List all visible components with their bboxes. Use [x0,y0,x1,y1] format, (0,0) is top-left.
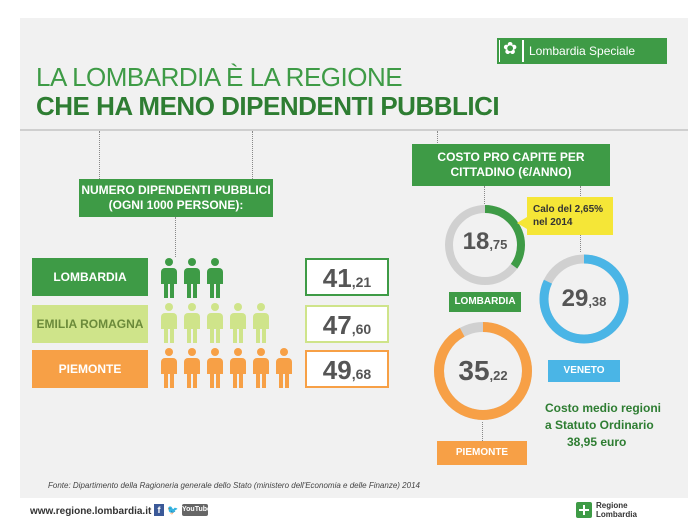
people-row-emilia-romagna [160,303,270,343]
social-links: f 🐦 YouTube [154,504,211,516]
facebook-icon[interactable]: f [154,504,164,516]
footer: www.regione.lombardia.it f 🐦 YouTube Reg… [0,498,700,527]
cross-icon [576,502,592,518]
connector-line [437,131,438,145]
value-piemonte: 49,68 [305,350,389,388]
people-row-piemonte [160,348,293,388]
youtube-icon[interactable]: YouTube [182,504,211,516]
person-icon [183,348,201,388]
employees-header: NUMERO DIPENDENTI PUBBLICI (OGNI 1000 PE… [79,179,273,217]
value-emilia-romagna: 47,60 [305,305,389,343]
regione-lombardia-logo: Regione Lombardia [576,501,637,519]
tag-piemonte: PIEMONTE [437,441,527,465]
connector-line [175,217,176,257]
site-url-link[interactable]: www.regione.lombardia.it [30,506,152,517]
divider [20,129,688,131]
person-icon [160,303,178,343]
average-amount: 38,95 euro [567,435,627,449]
person-icon [206,258,224,298]
person-icon [252,303,270,343]
tag-veneto: VENETO [548,360,620,382]
logo-line-2: Lombardia [596,510,637,519]
connector-line [484,186,485,204]
person-icon [160,348,178,388]
ring-veneto [539,254,629,344]
cost-header: COSTO PRO CAPITE PER CITTADINO (€/ANNO) [412,144,610,186]
cost-value-lombardia: 18,75 [462,228,508,255]
region-label-piemonte: PIEMONTE [32,350,148,388]
cost-value-piemonte: 35,22 [458,355,508,386]
ring-piemonte [434,322,532,420]
tag-lombardia: LOMBARDIA [449,292,521,312]
person-icon [183,258,201,298]
region-label-lombardia: LOMBARDIA [32,258,148,296]
cost-value-veneto: 29,38 [561,285,607,312]
source-note: Fonte: Dipartimento della Ragioneria gen… [48,481,420,490]
title-line-1: LA LOMBARDIA È LA REGIONE [36,62,403,92]
connector-line [482,422,483,441]
person-icon [275,348,293,388]
decrease-callout: Calo del 2,65% nel 2014 [517,197,613,235]
title-line-2: CHE HA MENO DIPENDENTI PUBBLICI [36,91,500,121]
people-row-lombardia [160,258,224,298]
person-icon [206,303,224,343]
person-icon [229,348,247,388]
twitter-icon[interactable]: 🐦 [167,505,179,515]
connector-line [99,131,100,179]
average-line-2: a Statuto Ordinario [545,418,654,432]
average-cost-note: Costo medio regioni a Statuto Ordinario … [545,400,675,451]
average-line-1: Costo medio regioni [545,401,662,415]
logo-line-1: Regione [596,501,628,510]
flower-icon [500,39,522,62]
connector-line [252,131,253,179]
person-icon [229,303,247,343]
ring-lombardia [445,205,525,285]
person-icon [206,348,224,388]
value-lombardia: 41,21 [305,258,389,296]
person-icon [252,348,270,388]
person-icon [160,258,178,298]
badge-label: Lombardia Speciale [524,40,665,62]
lombardia-speciale-badge: Lombardia Speciale [497,38,667,64]
person-icon [183,303,201,343]
region-label-emilia-romagna: EMILIA ROMAGNA [32,305,148,343]
